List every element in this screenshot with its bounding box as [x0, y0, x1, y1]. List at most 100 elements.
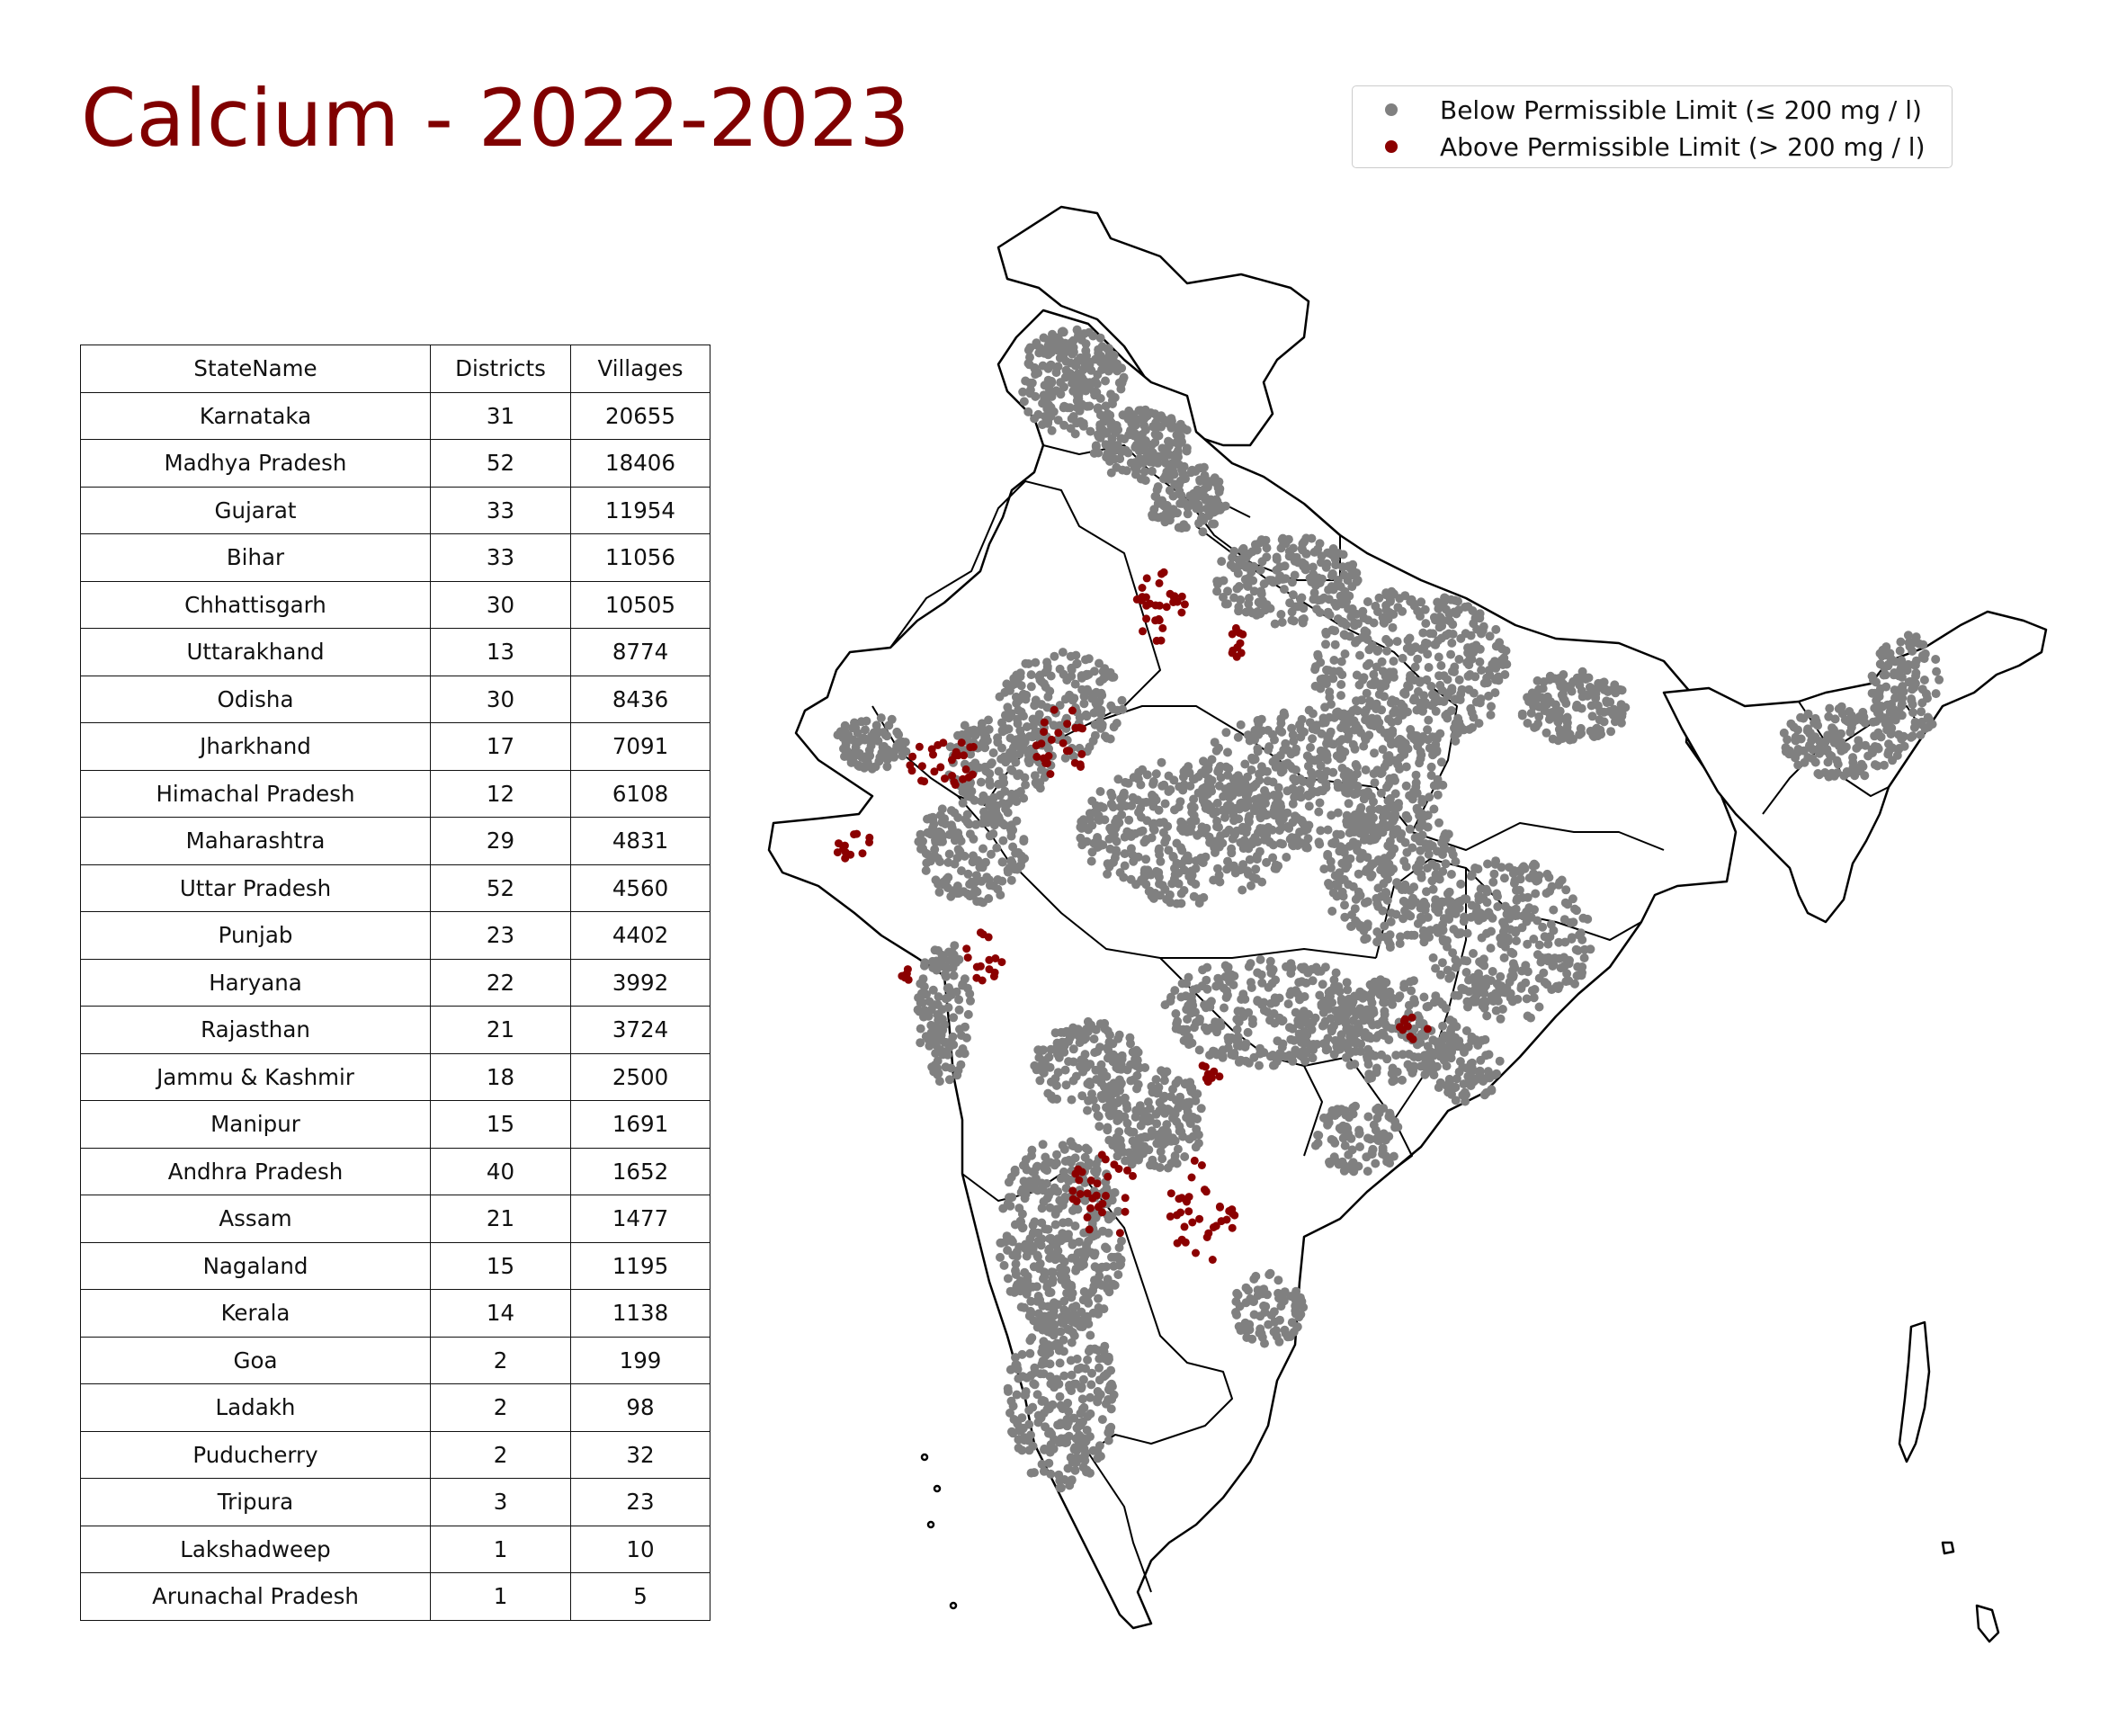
- below-limit-point: [1017, 1223, 1027, 1233]
- below-limit-point: [1342, 819, 1352, 829]
- below-limit-point: [1078, 1417, 1087, 1427]
- below-limit-point: [1387, 718, 1397, 727]
- below-limit-point: [1247, 783, 1256, 792]
- below-limit-point: [979, 898, 987, 908]
- below-limit-point: [1212, 816, 1222, 826]
- below-limit-point: [1193, 1114, 1202, 1123]
- below-limit-point: [1388, 999, 1398, 1009]
- below-limit-point: [1273, 783, 1283, 792]
- below-limit-point: [1025, 1348, 1035, 1358]
- below-limit-point: [971, 871, 981, 881]
- below-limit-point: [1077, 673, 1086, 683]
- below-limit-point: [1327, 583, 1336, 592]
- below-limit-point: [1288, 1056, 1298, 1066]
- below-limit-point: [1163, 1105, 1173, 1114]
- below-limit-point: [1533, 676, 1542, 685]
- below-limit-point: [1019, 711, 1028, 721]
- below-limit-point: [1244, 817, 1254, 827]
- below-limit-point: [1064, 1230, 1073, 1239]
- below-limit-point: [941, 1062, 951, 1072]
- below-limit-point: [850, 718, 859, 728]
- below-limit-point: [1366, 680, 1376, 689]
- below-limit-point: [1381, 634, 1391, 644]
- below-limit-point: [1379, 1015, 1389, 1025]
- below-limit-point: [1354, 822, 1363, 832]
- below-limit-point: [1268, 965, 1278, 974]
- below-limit-point: [1106, 799, 1116, 809]
- below-limit-point: [998, 1204, 1008, 1213]
- below-limit-point: [1201, 496, 1211, 505]
- table-row: Ladakh 2 98: [80, 1383, 710, 1432]
- cell-villages: 1691: [570, 1100, 710, 1149]
- below-limit-point: [1122, 827, 1132, 837]
- below-limit-point: [1389, 589, 1399, 599]
- below-limit-point: [900, 738, 910, 747]
- below-limit-point: [963, 869, 973, 879]
- below-limit-point: [1372, 1020, 1382, 1029]
- below-limit-point: [1303, 834, 1313, 844]
- below-limit-point: [1276, 610, 1286, 619]
- below-limit-point: [919, 961, 929, 971]
- cell-statename: Odisha: [80, 675, 431, 723]
- below-limit-point: [1087, 847, 1097, 857]
- below-limit-point: [1113, 1270, 1123, 1280]
- below-limit-point: [1437, 621, 1447, 631]
- below-limit-point: [1256, 565, 1265, 575]
- below-limit-point: [1343, 734, 1353, 744]
- below-limit-point: [1112, 848, 1122, 858]
- below-limit-point: [1104, 1352, 1113, 1362]
- region-north-outline: [996, 205, 1310, 447]
- below-limit-point: [1290, 570, 1300, 580]
- below-limit-point: [1183, 502, 1193, 512]
- below-limit-point: [1559, 961, 1569, 971]
- table-row: Chhattisgarh 30 10505: [80, 580, 710, 629]
- below-limit-point: [1044, 1052, 1054, 1062]
- below-limit-point: [1281, 574, 1291, 584]
- below-limit-point: [1147, 466, 1157, 476]
- below-limit-point: [1012, 816, 1022, 826]
- below-limit-point: [1079, 821, 1089, 831]
- below-limit-point: [1263, 776, 1273, 786]
- below-limit-point: [1227, 844, 1237, 854]
- below-limit-point: [1006, 1172, 1016, 1182]
- below-limit-point: [1089, 448, 1099, 458]
- below-limit-point: [1035, 1258, 1045, 1268]
- below-limit-point: [1182, 1113, 1192, 1123]
- below-limit-point: [1105, 456, 1114, 466]
- below-limit-point: [1416, 912, 1425, 922]
- below-limit-point: [1454, 655, 1464, 664]
- below-limit-point: [1099, 359, 1109, 369]
- below-limit-point: [1454, 903, 1464, 913]
- below-limit-point: [1179, 1027, 1189, 1037]
- below-limit-point: [1576, 675, 1586, 684]
- below-limit-point: [1262, 552, 1272, 562]
- below-limit-point: [1207, 775, 1217, 785]
- below-limit-point: [1071, 1457, 1081, 1467]
- below-limit-point: [1082, 1062, 1091, 1072]
- below-limit-point: [1360, 1011, 1369, 1021]
- below-limit-point: [1120, 861, 1130, 871]
- below-limit-point: [935, 810, 945, 820]
- below-limit-point: [1518, 893, 1528, 902]
- below-limit-point: [1335, 846, 1345, 856]
- below-limit-point: [1050, 1220, 1060, 1230]
- below-limit-point: [1106, 468, 1116, 478]
- below-limit-point: [1523, 719, 1533, 728]
- below-limit-point: [981, 766, 991, 776]
- below-limit-point: [1216, 1021, 1226, 1031]
- below-limit-point: [1178, 469, 1188, 479]
- below-limit-point: [1101, 401, 1111, 411]
- below-limit-point: [1505, 863, 1515, 872]
- below-limit-point: [1315, 990, 1325, 1000]
- below-limit-point: [1292, 558, 1302, 567]
- cell-districts: 3: [430, 1478, 571, 1526]
- below-limit-point: [1362, 688, 1372, 698]
- below-limit-point: [1178, 1132, 1188, 1141]
- below-limit-point: [1083, 1145, 1093, 1155]
- below-limit-point: [1104, 443, 1114, 453]
- below-limit-point: [988, 881, 998, 890]
- below-limit-point: [1049, 1311, 1059, 1320]
- below-limit-point: [1126, 1039, 1135, 1049]
- below-limit-point: [1363, 897, 1372, 907]
- cell-statename: Andhra Pradesh: [80, 1147, 431, 1195]
